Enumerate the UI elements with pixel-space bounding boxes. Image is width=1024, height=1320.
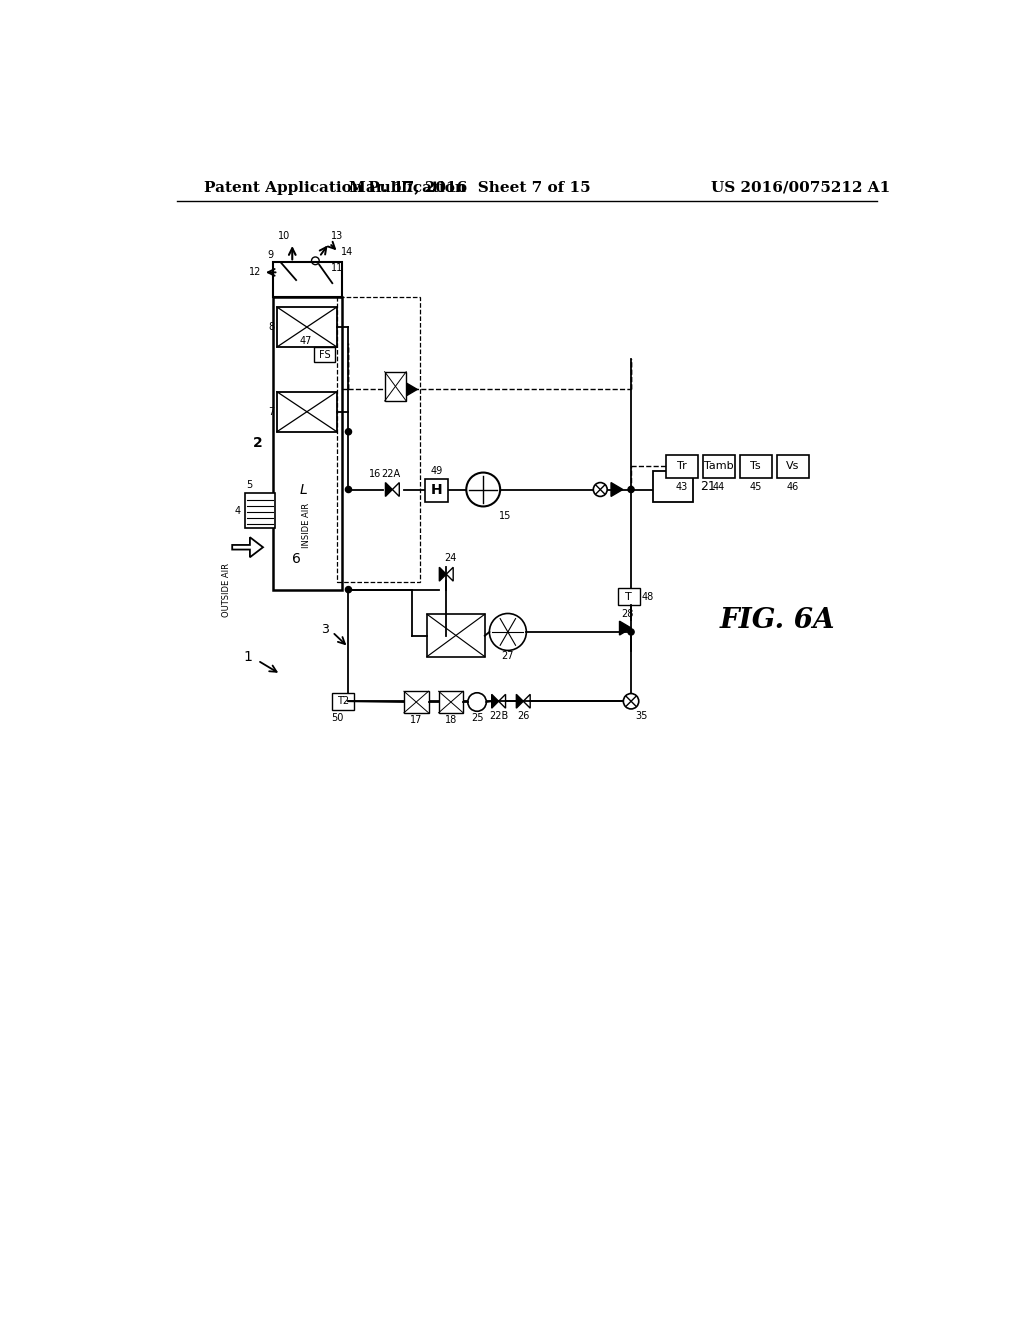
Text: 5: 5 — [246, 479, 252, 490]
Polygon shape — [492, 694, 499, 708]
Bar — [273, 297, 342, 590]
Text: 10: 10 — [278, 231, 290, 240]
Polygon shape — [232, 537, 263, 557]
Text: OUTSIDE AIR: OUTSIDE AIR — [222, 562, 231, 616]
Polygon shape — [406, 383, 417, 396]
Text: 2: 2 — [253, 437, 263, 450]
Bar — [273, 263, 342, 297]
Text: Tr: Tr — [677, 462, 687, 471]
Text: 46: 46 — [786, 482, 799, 492]
Bar — [425, 479, 447, 502]
Circle shape — [468, 693, 486, 711]
Text: 15: 15 — [499, 511, 511, 521]
Text: 11: 11 — [331, 263, 343, 273]
Circle shape — [628, 628, 634, 635]
Text: 48: 48 — [641, 591, 653, 602]
Text: 28: 28 — [621, 609, 634, 619]
Text: INSIDE AIR: INSIDE AIR — [302, 503, 310, 548]
Text: 13: 13 — [331, 231, 343, 240]
Polygon shape — [316, 506, 333, 528]
Text: 1: 1 — [244, 651, 252, 664]
Text: Patent Application Publication: Patent Application Publication — [204, 181, 466, 194]
Text: 3: 3 — [322, 623, 330, 636]
Text: 16: 16 — [369, 469, 381, 479]
Text: 24: 24 — [444, 553, 457, 564]
Text: 7: 7 — [268, 407, 274, 417]
Text: 12: 12 — [249, 268, 261, 277]
Text: T2: T2 — [337, 696, 349, 706]
Text: 44: 44 — [713, 482, 725, 492]
Text: FS: FS — [318, 350, 331, 360]
Bar — [617, 589, 640, 605]
Circle shape — [345, 486, 351, 492]
Text: 22A: 22A — [381, 469, 400, 479]
Bar — [385, 372, 407, 401]
Text: L: L — [300, 483, 307, 496]
Text: Ts: Ts — [751, 462, 761, 471]
Text: 27: 27 — [502, 651, 514, 661]
Text: 4: 4 — [234, 506, 241, 516]
Text: 18: 18 — [444, 715, 457, 725]
Circle shape — [628, 698, 634, 705]
Polygon shape — [385, 483, 392, 496]
Text: 45: 45 — [750, 482, 762, 492]
Bar — [333, 693, 354, 710]
Bar — [313, 347, 336, 363]
Text: 8: 8 — [268, 322, 274, 333]
Polygon shape — [620, 622, 631, 635]
Circle shape — [489, 614, 526, 651]
Circle shape — [345, 586, 351, 593]
Text: 25: 25 — [471, 713, 483, 723]
Text: T: T — [626, 591, 632, 602]
Text: FIG. 6A: FIG. 6A — [720, 607, 836, 634]
Bar — [427, 614, 484, 656]
Text: 9: 9 — [267, 249, 273, 260]
Bar — [276, 308, 337, 347]
Bar — [652, 471, 692, 502]
Text: 22B: 22B — [489, 711, 508, 721]
Bar — [403, 692, 429, 713]
Bar — [739, 455, 772, 478]
Text: US 2016/0075212 A1: US 2016/0075212 A1 — [711, 181, 890, 194]
Text: Vs: Vs — [786, 462, 800, 471]
Circle shape — [466, 473, 500, 507]
Text: 21: 21 — [700, 480, 716, 492]
Bar — [337, 297, 420, 582]
Bar — [776, 455, 809, 478]
Circle shape — [345, 429, 351, 434]
Text: Mar. 17, 2016  Sheet 7 of 15: Mar. 17, 2016 Sheet 7 of 15 — [348, 181, 590, 194]
Text: 35: 35 — [635, 711, 647, 721]
Circle shape — [593, 483, 607, 496]
Text: 49: 49 — [430, 466, 442, 477]
Text: 26: 26 — [517, 711, 529, 721]
Text: H: H — [430, 483, 442, 498]
Polygon shape — [516, 694, 523, 708]
Text: 47: 47 — [299, 335, 311, 346]
Text: 50: 50 — [331, 713, 343, 723]
Text: 43: 43 — [676, 482, 688, 492]
Circle shape — [345, 698, 351, 705]
Text: Tamb: Tamb — [705, 462, 733, 471]
Text: 14: 14 — [341, 247, 353, 257]
Bar — [245, 494, 275, 528]
Polygon shape — [439, 568, 446, 581]
Bar — [438, 692, 463, 713]
Bar — [702, 455, 735, 478]
Text: 17: 17 — [410, 715, 423, 725]
Circle shape — [624, 693, 639, 709]
Circle shape — [628, 486, 634, 492]
Text: 6: 6 — [292, 552, 301, 566]
Bar — [666, 455, 698, 478]
Bar — [276, 392, 337, 432]
Polygon shape — [611, 483, 623, 496]
